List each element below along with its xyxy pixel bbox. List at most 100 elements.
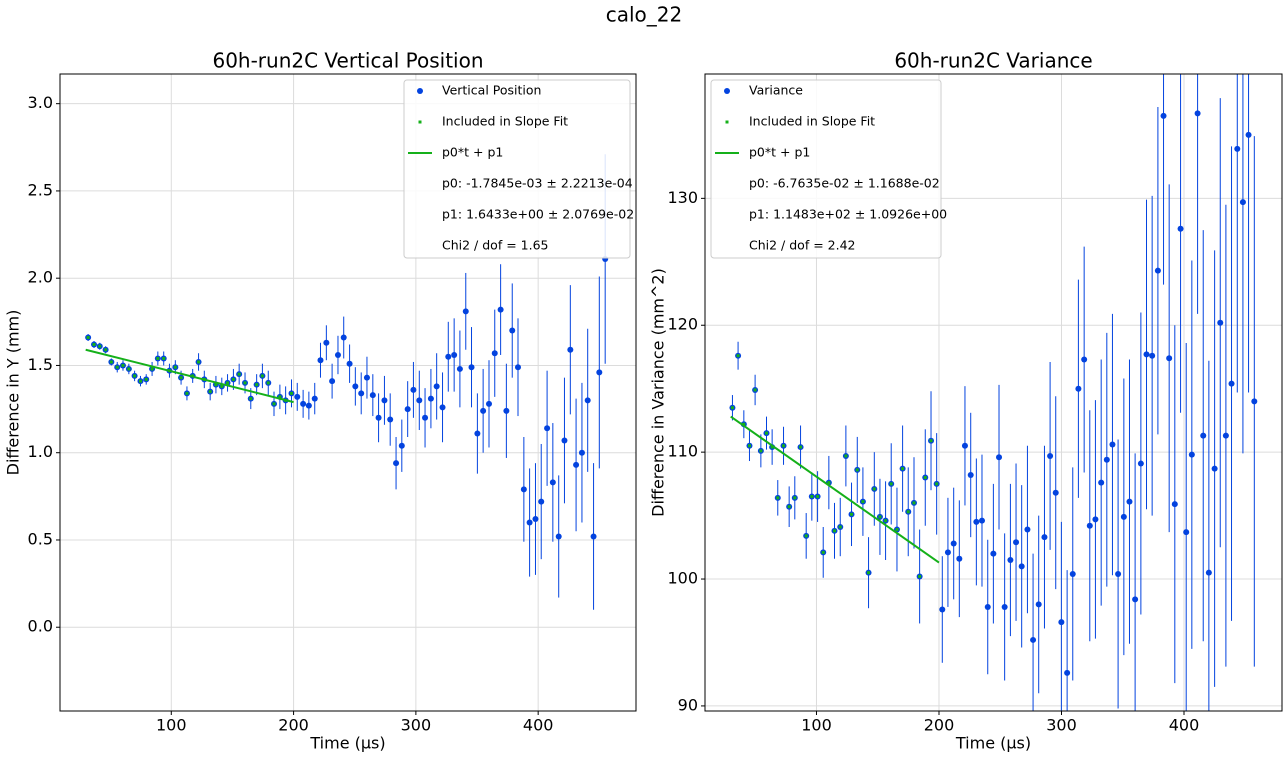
fit-stat: p0: -1.7845e-03 ± 2.2213e-04 (442, 176, 633, 191)
data-point (439, 404, 446, 411)
data-point (497, 306, 504, 313)
y-tick-label: 0.0 (28, 617, 53, 636)
data-point (358, 390, 365, 397)
legend-box (403, 79, 631, 259)
data-point (1024, 526, 1031, 533)
data-point (532, 516, 539, 523)
data-point (323, 339, 330, 346)
fit-point (861, 500, 865, 504)
fit-point (742, 422, 746, 426)
data-point (1166, 355, 1173, 362)
data-point (1075, 385, 1082, 392)
data-point (950, 540, 957, 547)
data-point (1143, 351, 1150, 358)
data-point (984, 603, 991, 610)
x-tick-label: 300 (1046, 716, 1077, 735)
data-point (1137, 460, 1144, 467)
x-tick-label: 100 (801, 716, 832, 735)
data-point (1171, 501, 1178, 508)
fit-point (290, 391, 294, 395)
fit-point (827, 481, 831, 485)
legend: Variance Included in Slope Fit p0*t + p1 p0… (710, 79, 947, 259)
fit-line (85, 348, 294, 404)
fit-stat: p1: 1.1483e+02 ± 1.0926e+00 (749, 207, 947, 222)
data-point (486, 400, 493, 407)
data-point (1030, 636, 1037, 643)
y-tick-label: 110 (667, 442, 698, 461)
data-point (300, 400, 307, 407)
data-point (1098, 479, 1105, 486)
data-point (939, 606, 946, 613)
data-point (1183, 529, 1190, 536)
data-point (1081, 356, 1088, 363)
x-tick-label: 200 (924, 716, 955, 735)
fit-point (127, 367, 131, 371)
data-point (544, 425, 551, 432)
data-point (1205, 569, 1212, 576)
fit-point (838, 525, 842, 529)
y-tick-label: 3.0 (28, 93, 53, 112)
data-point (1041, 534, 1048, 541)
data-point (462, 308, 469, 315)
data-point (520, 486, 527, 493)
data-point (363, 374, 370, 381)
data-point (1228, 380, 1235, 387)
x-axis-label: Time (µs) (955, 734, 1031, 753)
fit-point (150, 367, 154, 371)
legend-box (710, 79, 942, 259)
x-tick-label: 400 (523, 716, 554, 735)
data-point (294, 393, 301, 400)
fit-point (753, 388, 757, 392)
x-tick-label: 200 (278, 716, 309, 735)
axes: 100 200 300 400 90 100 110 120 130 60h-run2C Vari… (649, 49, 1283, 753)
data-point (1126, 498, 1133, 505)
fit-point (770, 445, 774, 449)
legend-label: Variance (749, 83, 803, 98)
data-point (990, 550, 997, 557)
fit-point (173, 365, 177, 369)
fit-point (260, 374, 264, 378)
data-point (1052, 489, 1059, 496)
fit-point (249, 397, 253, 401)
data-point (1234, 145, 1241, 152)
fit-point (185, 391, 189, 395)
legend: Vertical Position Included in Slope Fit p0… (403, 79, 634, 259)
data-point (445, 353, 452, 360)
fit-point (878, 515, 882, 519)
data-point (1103, 456, 1110, 463)
fit-point (759, 449, 763, 453)
fit-point (850, 512, 854, 516)
fit-point (133, 374, 137, 378)
legend-marker (417, 88, 423, 94)
fit-point (895, 528, 899, 532)
legend-label: Vertical Position (442, 83, 541, 98)
fit-point (923, 476, 927, 480)
fit-point (179, 376, 183, 380)
y-tick-label: 120 (667, 315, 698, 334)
data-point (1222, 432, 1229, 439)
fit-point (844, 454, 848, 458)
data-point (451, 351, 458, 358)
data-point (369, 392, 376, 399)
data-point (1001, 603, 1008, 610)
fit-point (912, 501, 916, 505)
data-point (509, 327, 516, 334)
data-point (474, 430, 481, 437)
fit-point (804, 534, 808, 538)
data-point (340, 334, 347, 341)
fit-point (776, 496, 780, 500)
fit-point (121, 363, 125, 367)
fit-point (764, 431, 768, 435)
y-tick-label: 2.0 (28, 268, 53, 287)
axes-frame (59, 73, 637, 712)
fit-point (162, 356, 166, 360)
data-point (1217, 319, 1224, 326)
data-point (1047, 452, 1054, 459)
fit-point (220, 384, 224, 388)
y-tick-label: 1.5 (28, 355, 53, 374)
data-point (1064, 669, 1071, 676)
data-point (996, 454, 1003, 461)
data-point (1149, 352, 1156, 359)
fit-point (144, 377, 148, 381)
fit-point (115, 365, 119, 369)
